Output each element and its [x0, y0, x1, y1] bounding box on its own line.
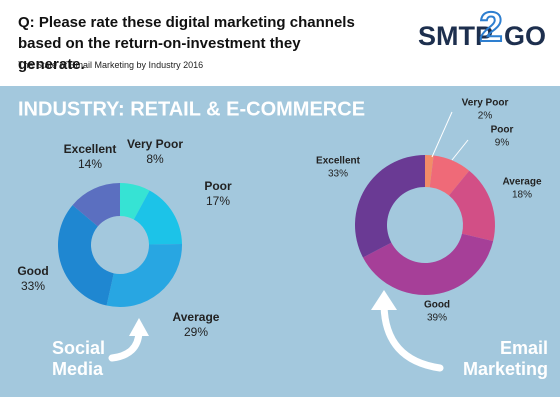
segment-label: Good	[17, 264, 48, 278]
segment-label: Good	[424, 300, 450, 311]
donut-segment	[362, 233, 494, 295]
segment-label: Poor	[204, 179, 232, 193]
chart-title: Social Media	[52, 338, 105, 380]
segment-value: 14%	[78, 157, 102, 171]
donut-segment	[72, 182, 120, 227]
arrow-head	[371, 290, 397, 310]
segment-label: Poor	[491, 125, 514, 136]
source: The State of Email Marketing by Industry…	[18, 60, 204, 70]
donut-segment	[425, 155, 434, 188]
donut-segment	[120, 183, 150, 220]
segment-value: 17%	[206, 194, 230, 208]
donut-segment	[449, 170, 495, 242]
donut-segment	[133, 190, 182, 245]
chart-title: Email Marketing	[463, 338, 548, 380]
logo-part: GO	[504, 21, 546, 51]
segment-label: Average	[173, 310, 220, 324]
donut-segment	[106, 244, 183, 307]
segment-label: Very Poor	[127, 137, 183, 151]
banner: INDUSTRY: RETAIL & E-COMMERCE	[18, 98, 365, 120]
logo-part: 2	[479, 3, 502, 50]
leader-line	[451, 139, 469, 161]
arrow-head	[129, 318, 149, 336]
logo-part: SMTP	[418, 21, 493, 51]
segment-label: Very Poor	[462, 98, 509, 109]
donut-segment	[429, 155, 470, 196]
donut-segment	[354, 155, 425, 258]
chart-title-text: Email Marketing	[462, 338, 548, 379]
segment-label: Excellent	[316, 156, 361, 167]
segment-value: 33%	[21, 279, 45, 293]
segment-value: 8%	[146, 152, 164, 166]
leader-line	[431, 111, 453, 158]
arrow	[380, 301, 444, 372]
segment-value: 2%	[478, 111, 493, 122]
segment-value: 39%	[427, 313, 447, 324]
segment-label: Excellent	[64, 142, 117, 156]
segment-value: 18%	[512, 190, 532, 201]
donut-segment	[58, 205, 114, 306]
segment-value: 33%	[328, 169, 348, 180]
segment-value: 29%	[184, 325, 208, 339]
segment-value: 9%	[495, 138, 510, 149]
logo: SMTP 2 GO	[418, 2, 546, 51]
segment-label: Average	[502, 177, 542, 188]
question: Q: Please rate these digital marketing c…	[18, 14, 355, 73]
